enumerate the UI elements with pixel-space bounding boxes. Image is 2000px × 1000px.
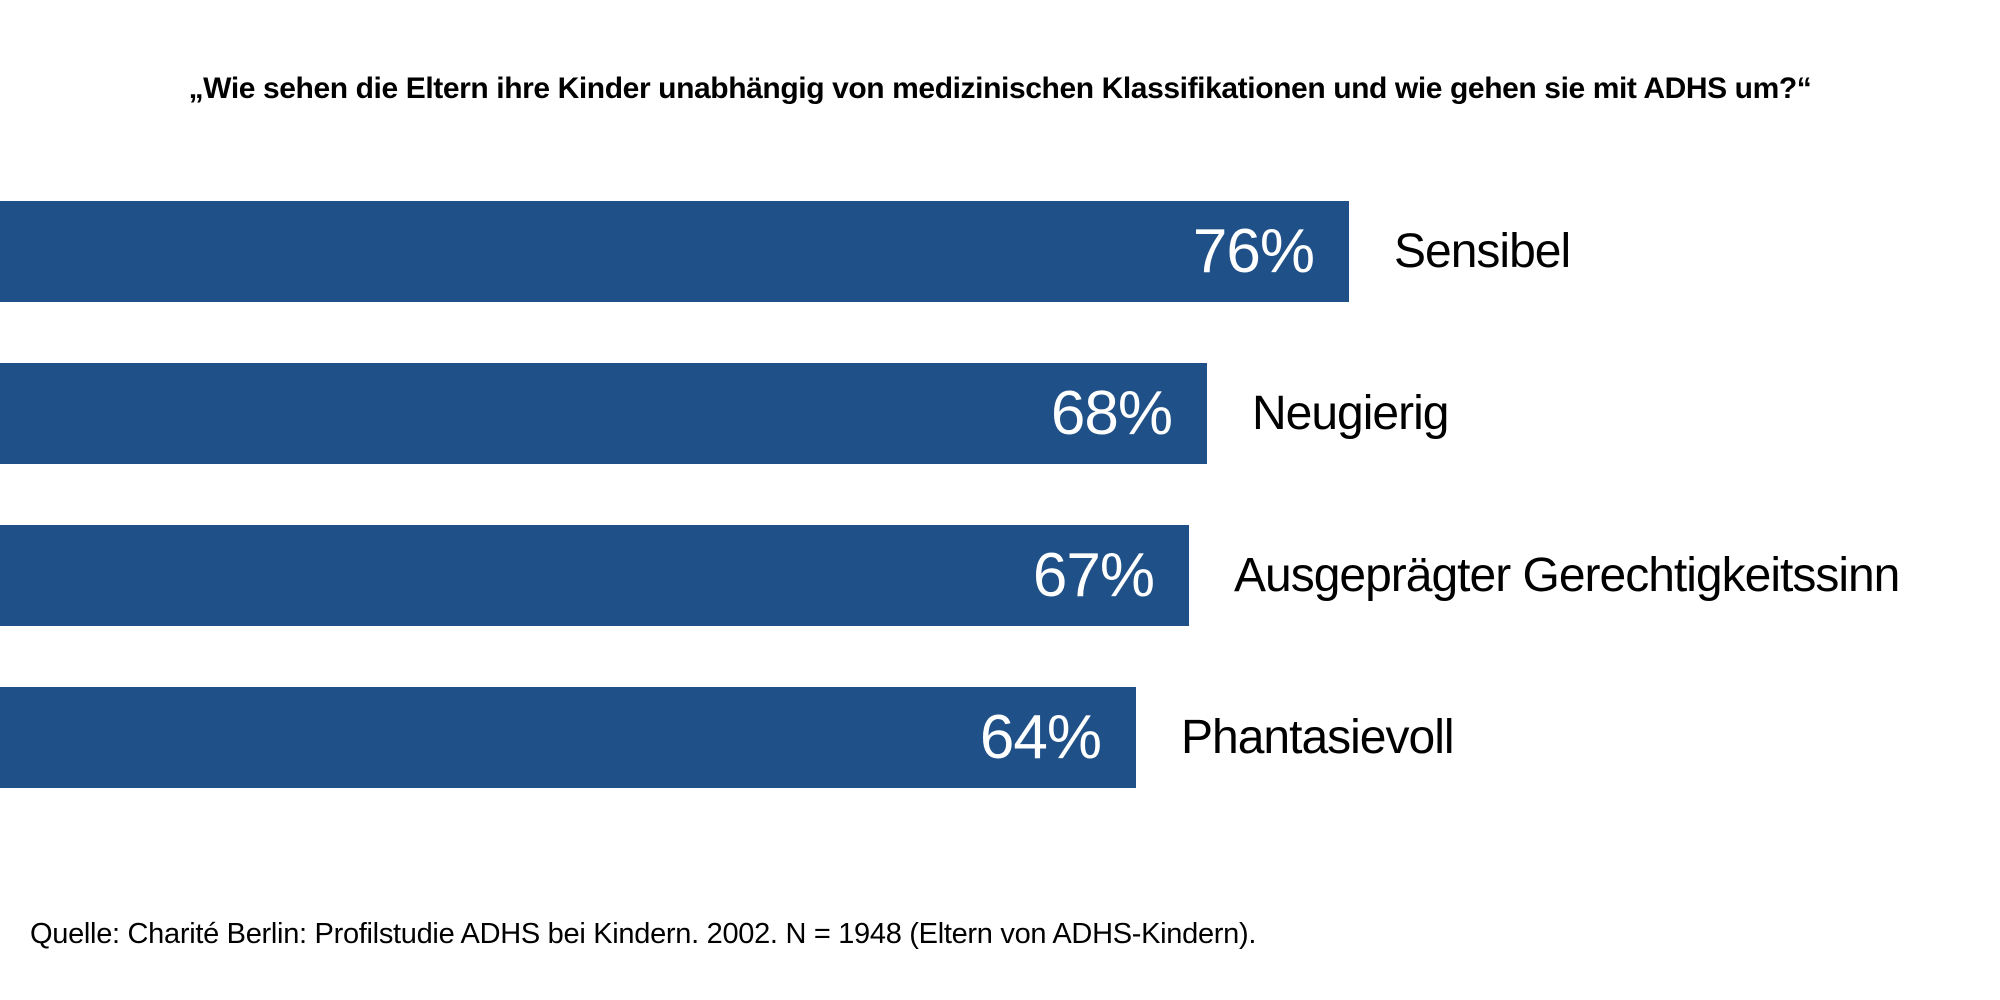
bar-value-label: 76% — [1192, 216, 1315, 286]
bar-category-label: Ausgeprägter Gerechtigkeitssinn — [1234, 549, 1900, 602]
bar: 76% — [0, 201, 1349, 302]
bar-row: 67% Ausgeprägter Gerechtigkeitssinn — [0, 525, 2000, 626]
bar-value-label: 68% — [1050, 378, 1173, 448]
bar: 67% — [0, 525, 1189, 626]
chart-title: „Wie sehen die Eltern ihre Kinder unabhä… — [188, 72, 1812, 105]
bar: 68% — [0, 363, 1207, 464]
bar-row: 64% Phantasievoll — [0, 687, 2000, 788]
bar-category-label: Neugierig — [1252, 387, 1449, 440]
bar-row: 76% Sensibel — [0, 201, 2000, 302]
bar-category-label: Sensibel — [1394, 225, 1571, 278]
bar-value-label: 64% — [979, 702, 1102, 772]
bar-category-label: Phantasievoll — [1181, 711, 1455, 764]
bar-row: 68% Neugierig — [0, 363, 2000, 464]
bar-value-label: 67% — [1032, 540, 1155, 610]
source-note: Quelle: Charité Berlin: Profilstudie ADH… — [30, 918, 1257, 950]
bar: 64% — [0, 687, 1136, 788]
